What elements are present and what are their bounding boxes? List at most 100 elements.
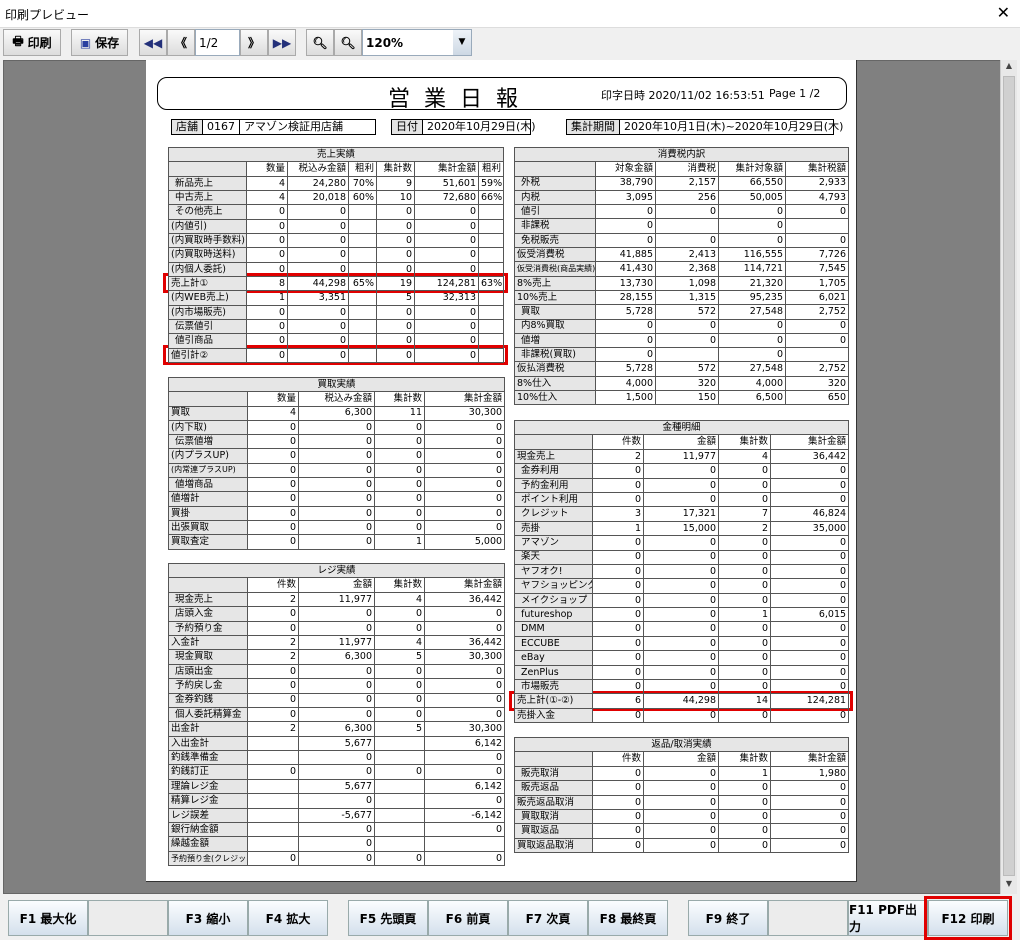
table-cell (423, 836, 506, 852)
last-page-icon: ▶▶ (272, 35, 292, 50)
scroll-up-icon[interactable]: ▲ (1005, 61, 1013, 70)
column-header: 集計対象額 (718, 161, 786, 177)
table-cell (247, 750, 299, 766)
function-key-f7[interactable]: F7 次頁 (508, 900, 588, 936)
table-cell: 6,142 (423, 735, 506, 752)
table-cell: 0 (298, 519, 375, 536)
table-cell: 0 (769, 491, 850, 508)
table-row: 非課税 0 0 (514, 218, 850, 234)
row-label: 新品売上 (168, 175, 247, 192)
table-cell: 0 (592, 650, 644, 666)
table-cell (655, 347, 719, 363)
last-page-button[interactable]: ▶▶ (268, 29, 296, 56)
table-cell: 0 (374, 434, 425, 450)
table-cell: 0 (784, 332, 850, 349)
table-cell: 0 (655, 332, 719, 349)
page-input[interactable] (195, 29, 240, 56)
printer-icon: 🖶 (12, 34, 24, 48)
vertical-scrollbar[interactable]: ▲ ▼ (1000, 60, 1017, 894)
table-cell: 0 (376, 233, 415, 249)
function-key-f9[interactable]: F9 終了 (688, 900, 768, 936)
chevron-down-icon[interactable]: ▼ (453, 30, 471, 55)
table-cell: 0 (643, 823, 719, 839)
prev-page-button[interactable]: 《 (167, 29, 195, 56)
column-header: 数量 (246, 161, 288, 177)
table-row: futureshop 0 0 1 6,015 (514, 607, 850, 623)
table-cell: 0 (643, 491, 719, 508)
table-cell (374, 778, 425, 795)
table-row: 店頭出金 0 0 0 0 (168, 663, 506, 680)
row-label: 現金売上 (514, 448, 593, 465)
scroll-thumb[interactable] (1003, 76, 1015, 876)
table-cell: 0 (592, 664, 644, 681)
table-cell: 0 (592, 794, 644, 810)
function-key-f1[interactable]: F1 最大化 (8, 900, 88, 936)
save-label: 保存 (95, 36, 120, 50)
function-key-f6[interactable]: F6 前頁 (428, 900, 508, 936)
table-cell (374, 836, 425, 852)
table-cell: 3 (592, 506, 644, 522)
table-cell: 0 (246, 247, 288, 263)
printed-datetime: 印字日時 2020/11/02 16:53:51 (601, 89, 765, 102)
table-header-row: 件数 金額 集計数 集計金額 (514, 751, 850, 767)
table-cell: 0 (374, 606, 425, 622)
table-cell: 0 (769, 808, 850, 825)
table-cell: 17,321 (643, 506, 719, 522)
row-label: 売上計① (168, 276, 247, 292)
scroll-down-icon[interactable]: ▼ (1005, 879, 1013, 888)
table-header-row: 対象金額 消費税 集計対象額 集計税額 (514, 161, 850, 177)
function-key-f3[interactable]: F3 縮小 (168, 900, 248, 936)
first-page-button[interactable]: ◀◀ (139, 29, 167, 56)
table-cell: 0 (718, 837, 771, 854)
table-cell: 0 (414, 233, 479, 249)
row-label: 買取取消 (514, 808, 593, 825)
close-icon[interactable]: ✕ (996, 3, 1010, 22)
function-key-f12[interactable]: F12 印刷 (924, 896, 1012, 940)
table-cell: 0 (718, 808, 771, 825)
zoom-out-button[interactable]: 🔍︎ (306, 29, 334, 56)
table-row: 現金売上 2 11,977 4 36,442 (514, 448, 850, 465)
table-row: 新品売上 4 24,280 70% 9 51,601 59% (168, 175, 505, 192)
table-cell: 0 (414, 333, 479, 349)
table-cell: 0 (643, 549, 719, 565)
table-cell: 0 (376, 218, 415, 235)
function-key-f4[interactable]: F4 拡大 (248, 900, 328, 936)
table-row: 出張買取 0 0 0 0 (168, 519, 506, 536)
table-cell: 0 (643, 463, 719, 479)
table-cell: 0 (287, 261, 349, 278)
table-cell: 0 (592, 463, 644, 479)
row-label: 値増計 (168, 491, 248, 507)
column-header: 税込み金額 (287, 161, 349, 177)
column-header (168, 391, 248, 407)
zoom-in-button[interactable]: 🔍︎ (334, 29, 362, 56)
row-label: (内下取) (168, 419, 248, 436)
function-key-f11[interactable]: F11 PDF出力 (848, 900, 928, 936)
table-cell: 0 (718, 592, 771, 609)
table-cell: 0 (423, 620, 506, 636)
table-cell: 0 (643, 477, 719, 493)
row-label: 伝票値増 (168, 434, 248, 450)
table-cell: 1 (592, 520, 644, 537)
function-key-f5[interactable]: F5 先頭頁 (348, 900, 428, 936)
table-cell: 2,413 (655, 247, 719, 263)
table-cell: 0 (643, 837, 719, 854)
save-button[interactable]: ▣ 保存 (71, 29, 128, 56)
table-cell: 0 (376, 261, 415, 278)
table-cell: 0 (769, 578, 850, 594)
zoom-select[interactable]: 120% ▼ (362, 29, 472, 56)
page-input-field[interactable] (196, 35, 239, 50)
next-page-button[interactable]: 》 (240, 29, 268, 56)
table-cell (477, 233, 505, 249)
print-button[interactable]: 🖶 印刷 (3, 29, 61, 56)
column-header: 集計数 (374, 577, 425, 593)
table-row: ヤフショッピング 0 0 0 0 (514, 578, 850, 594)
table-cell: 66% (477, 190, 505, 206)
table-caption: レジ実績 (167, 562, 506, 579)
table-cell: 0 (718, 347, 786, 363)
function-key-f8[interactable]: F8 最終頁 (588, 900, 668, 936)
table-cell: 0 (423, 678, 506, 694)
table-cell: 0 (287, 204, 349, 220)
column-header: 件数 (592, 751, 644, 767)
table-cell: 0 (247, 491, 299, 507)
table-cell: 0 (247, 434, 299, 450)
